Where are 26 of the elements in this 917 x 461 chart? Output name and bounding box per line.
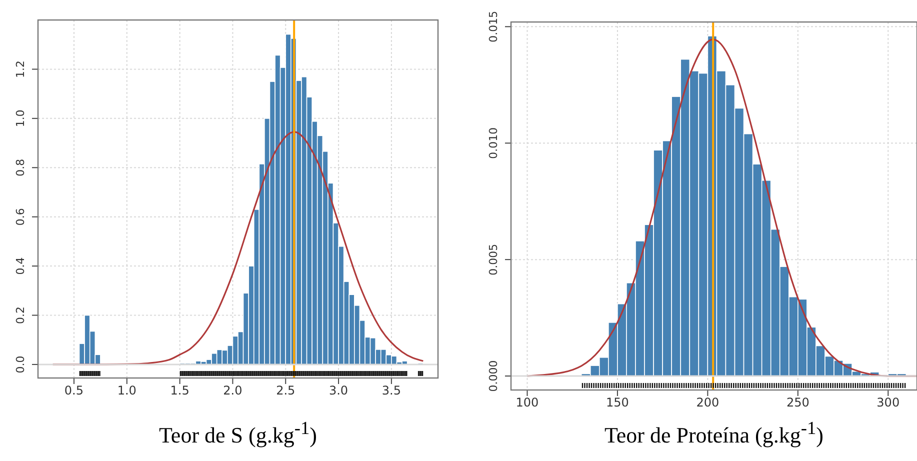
y-tick-label: 0.010 [487,127,500,159]
line-series [52,131,424,366]
y-tick-label: 1.0 [14,110,27,128]
y-tick-label: 1.2 [14,60,27,78]
y-tick-label: 0.000 [487,360,500,392]
x-tick-label: 0.5 [64,384,84,398]
y-tick-label: 0.005 [487,244,500,276]
x-tick-label: 2.0 [223,384,242,398]
x-tick-label: 250 [786,396,810,410]
x-tick-label: 300 [876,396,900,410]
x-tick-label: 100 [516,396,539,410]
y-tick-label: 0.0 [14,356,27,374]
y-tick-label: 0.6 [14,208,27,226]
x-tick-label: 3.0 [328,384,348,398]
x-tick-label: 3.5 [382,384,401,398]
y-tick-label: 0.4 [14,257,27,275]
x-tick-label: 2.5 [276,384,296,398]
x-axis-title: Teor de S (g.kg$^{-1}$) [158,418,318,448]
x-tick-label: 150 [606,396,629,410]
x-axis-title: Teor de Proteína (g.kg$^{-1}$) [603,418,824,448]
y-tick-label: 0.8 [14,158,27,176]
x-tick-label: 200 [696,396,720,410]
y-tick-label: 0.2 [14,306,27,324]
x-tick-label: 1.0 [117,384,136,398]
x-tick-label: 1.5 [170,384,190,398]
y-tick-label: 0.015 [487,10,500,42]
